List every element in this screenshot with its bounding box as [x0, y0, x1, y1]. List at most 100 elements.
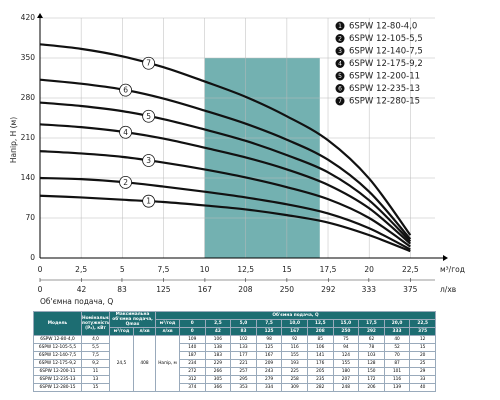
table-cell: 295	[230, 375, 257, 384]
table-cell: 221	[230, 359, 257, 368]
curve-marker-label: 2	[123, 178, 128, 187]
table-cell: 138	[204, 343, 232, 352]
axis-arrow	[443, 255, 448, 261]
curve-marker	[142, 109, 156, 123]
table-cell: 106	[306, 343, 334, 352]
table-cell: 24,5	[109, 335, 134, 392]
table-cell: м³/год	[109, 327, 134, 336]
legend-marker	[335, 34, 345, 43]
table-cell: 167	[255, 351, 283, 360]
table-cell: 225	[281, 367, 308, 376]
legend-marker-label: 3	[338, 48, 342, 55]
table-cell: л/хв	[133, 327, 156, 336]
table-cell: 103	[358, 351, 385, 360]
x-tick-label: 2,5	[75, 265, 87, 274]
table-row: 6SPW 12-280-15 15 374 366 353 334 309 282 248 206…	[33, 383, 436, 392]
table-row: Модель Номінальна потужність (P₂), кВт Мак…	[33, 311, 436, 336]
table-cell: 183	[204, 351, 232, 360]
table-cell: 125	[255, 343, 283, 352]
x-unit: м³/год	[440, 265, 465, 274]
table-cell: 52	[383, 343, 411, 352]
legend-label: 6SPW 12-140-7,5	[349, 47, 423, 57]
y-tick-label: 210	[21, 133, 36, 142]
table-cell: 272	[179, 367, 206, 376]
x2-tick-label: 83	[117, 285, 127, 294]
y-tick-label: 0	[30, 253, 35, 262]
curve-marker-label: 7	[146, 59, 151, 68]
x-tick-label: 7,5	[157, 265, 169, 274]
legend-marker	[335, 96, 345, 106]
table-cell: 101	[383, 367, 411, 376]
table-cell: 83	[230, 327, 257, 336]
legend-marker	[335, 21, 345, 31]
table-cell: 257	[230, 367, 257, 376]
table-cell: 98	[255, 335, 283, 344]
table-cell: 208	[306, 327, 334, 336]
table-cell: 309	[281, 383, 308, 392]
table-cell: 7,5	[81, 351, 110, 360]
legend-marker	[335, 59, 345, 68]
x-tick-label: 17,5	[320, 265, 337, 274]
pump-curve	[39, 194, 411, 253]
table-row: 6SPW 12-105-5,5 5,5 140 138 133 125 116 106 94 78…	[33, 343, 436, 352]
table-cell: 0	[179, 319, 206, 328]
table-cell: 87	[383, 359, 411, 368]
table-cell: 375	[409, 327, 436, 336]
x2-tick-label: 292	[321, 285, 336, 294]
table-row: 6SPW 12-235-13 13 312 305 295 279 258 235 207 172…	[33, 375, 436, 384]
legend-marker-label: 2	[338, 36, 342, 43]
table-cell: 187	[179, 351, 206, 360]
table-cell: 40	[409, 383, 436, 392]
x-tick-label: 22,5	[402, 265, 419, 274]
table-cell: 305	[204, 375, 232, 384]
table-cell: 374	[179, 383, 206, 392]
table-cell: 5,0	[230, 319, 257, 328]
table-cell: 10,0	[281, 319, 308, 328]
table-cell: 353	[230, 383, 257, 392]
table-cell: 15	[81, 383, 110, 392]
table-cell: 22,5	[409, 319, 436, 328]
table-cell: 205	[306, 367, 334, 376]
table-cell: 6SPW 12-175-9,2	[33, 359, 82, 368]
table-cell: 11	[81, 367, 110, 376]
pump-curve	[39, 101, 412, 243]
curve-marker-label: 1	[146, 197, 151, 206]
legend-marker-label: 4	[338, 61, 342, 68]
chart: Напір, Н (м) Об'ємна подача, Q м³/год л/…	[9, 13, 465, 306]
table-cell: 176	[306, 359, 334, 368]
y-tick-label: 350	[21, 53, 36, 62]
table-cell: 6SPW 12-105-5,5	[33, 343, 82, 352]
pump-curve	[39, 176, 411, 251]
table-cell: 17,5	[358, 319, 385, 328]
table-row: 6SPW 12-80-4,0 4,0 24,5 408 Напір, м 109 106 10…	[33, 335, 436, 392]
legend-label: 6SPW 12-280-15	[349, 97, 420, 107]
table-cell: 312	[179, 375, 206, 384]
legend-marker	[335, 71, 345, 81]
table-cell: 20,0	[383, 319, 411, 328]
legend-label: 6SPW 12-175-9,2	[349, 59, 423, 69]
pump-curve	[39, 78, 412, 240]
x2-tick-label: 333	[362, 285, 377, 294]
table-cell: л/хв	[155, 327, 180, 336]
table-cell: 248	[332, 383, 360, 392]
table-cell: 20	[409, 351, 436, 360]
table-cell: 292	[358, 327, 385, 336]
table-cell: 193	[281, 359, 308, 368]
y-tick-label: 70	[25, 213, 35, 222]
legend-marker-label: 6	[338, 86, 342, 93]
table-cell: 0	[179, 327, 206, 336]
legend-label: 6SPW 12-105-5,5	[349, 34, 423, 44]
table-row: 6SPW 12-140-7,5 7,5 187 183 177 167 155 141 124 1…	[33, 351, 436, 360]
pump-curve	[39, 150, 411, 248]
table-cell: 70	[383, 351, 411, 360]
curve-marker	[142, 56, 156, 70]
table-cell: 116	[281, 343, 308, 352]
table-cell: 6SPW 12-280-15	[33, 383, 82, 392]
table-cell: 109	[179, 335, 206, 344]
x2-tick-label: 125	[156, 285, 171, 294]
x2-unit: л/хв	[440, 285, 456, 294]
table-cell: 279	[255, 375, 283, 384]
table-cell: 167	[281, 327, 308, 336]
x-tick-label: 0	[38, 265, 43, 274]
table-cell: 141	[306, 351, 334, 360]
